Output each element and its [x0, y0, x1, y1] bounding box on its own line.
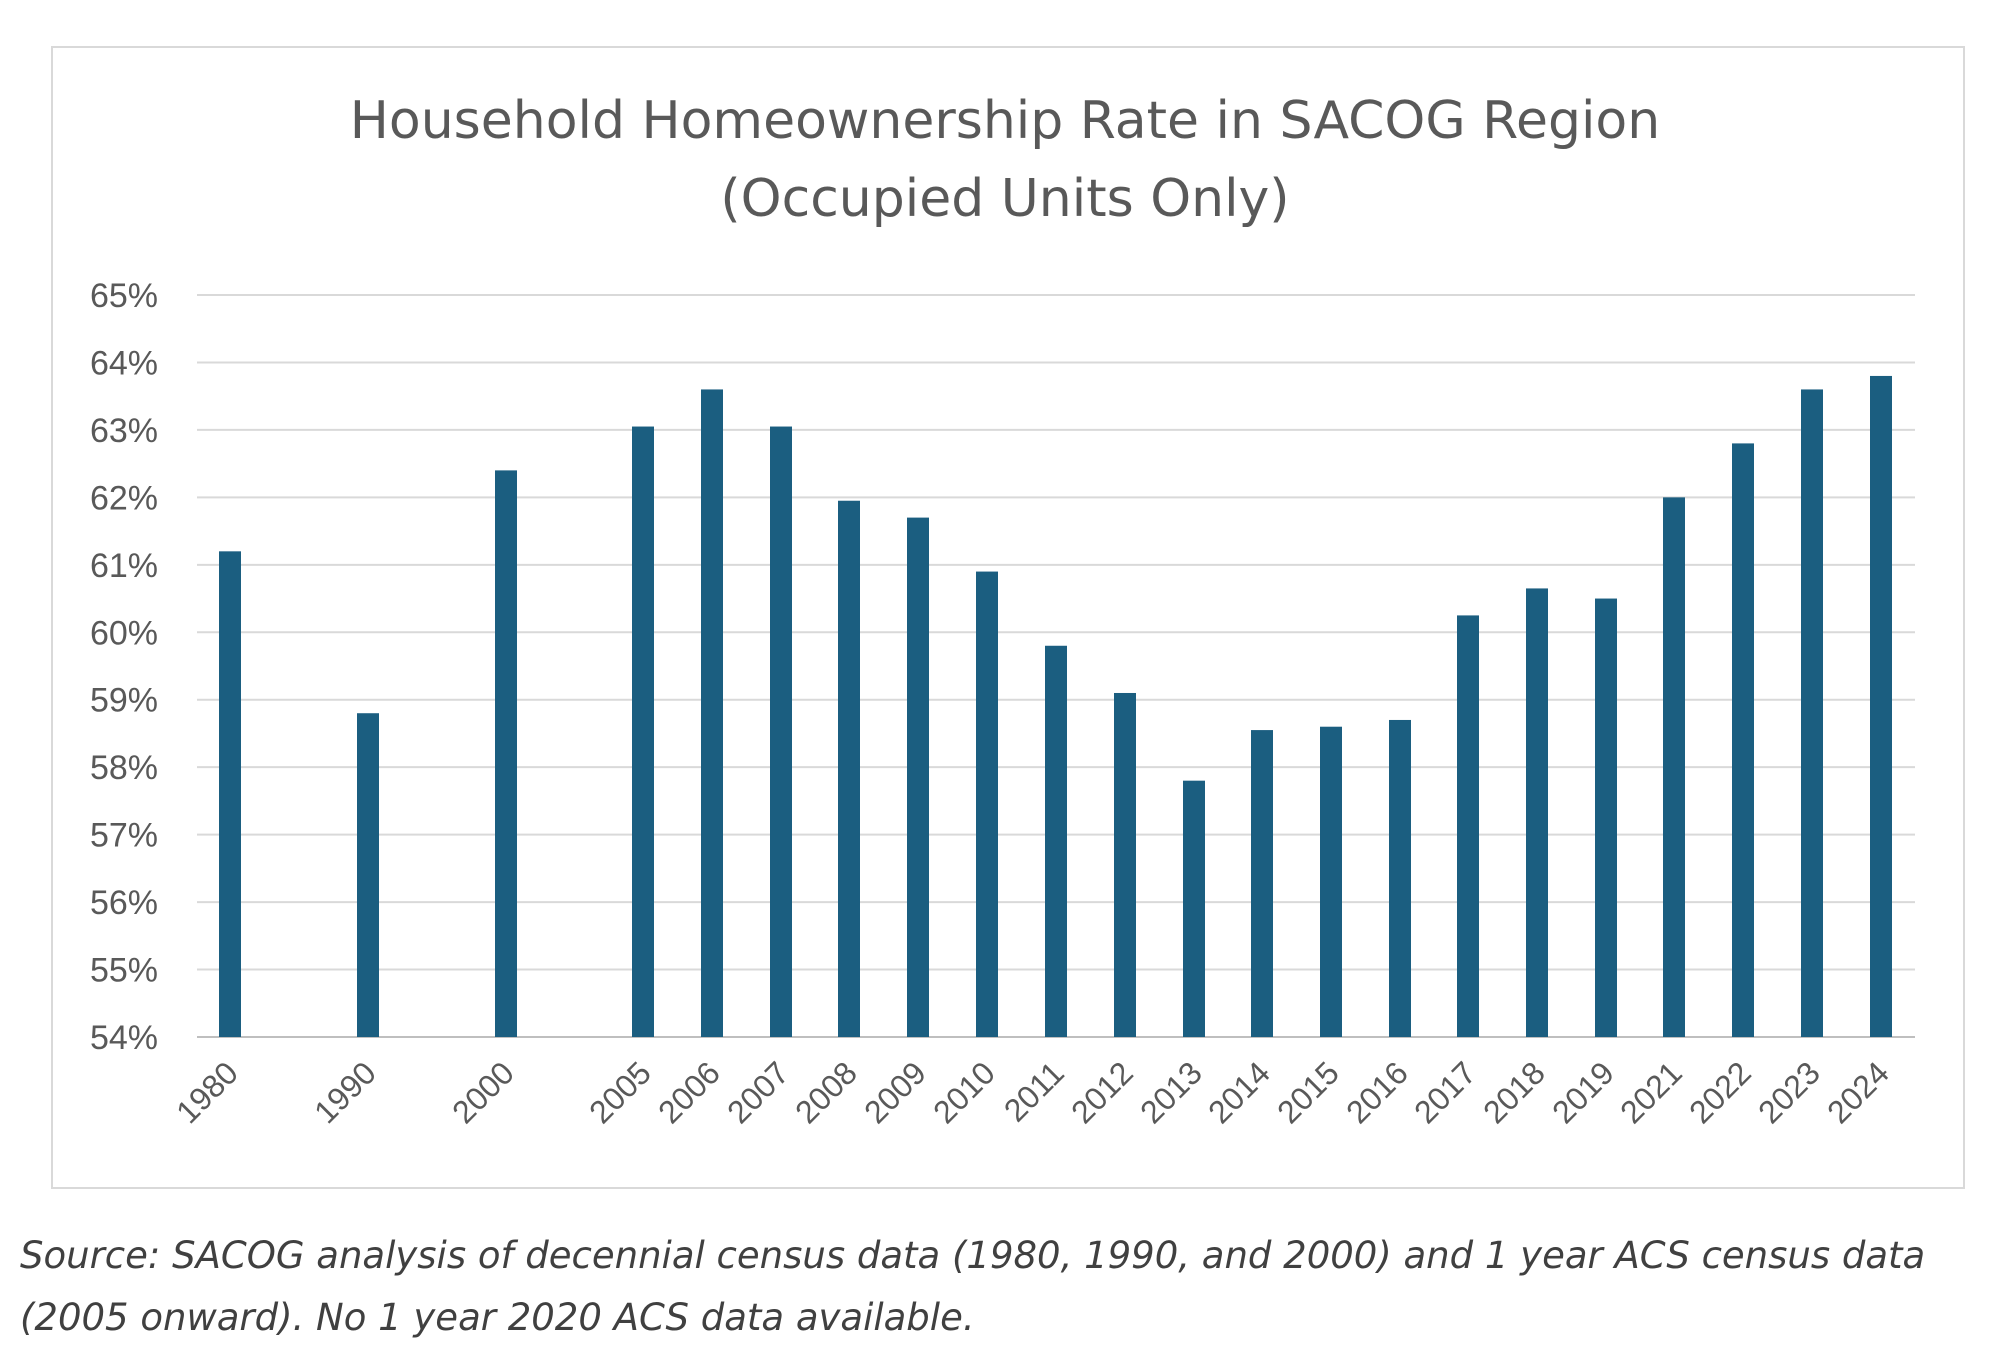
bar-2012 — [1114, 692, 1136, 1037]
bar-2016 — [1389, 719, 1411, 1037]
x-tick-label: 2010 — [926, 1054, 1002, 1130]
bar-2010 — [976, 571, 998, 1037]
y-tick-label: 64% — [90, 344, 158, 382]
x-tick-label: 1990 — [307, 1054, 383, 1130]
chart-frame — [51, 46, 1965, 1189]
y-tick-label: 61% — [90, 547, 158, 585]
x-tick-label: 2012 — [1064, 1054, 1140, 1130]
x-tick-label: 2013 — [1133, 1054, 1209, 1130]
x-tick-label: 2011 — [997, 1054, 1071, 1128]
y-tick-label: 54% — [90, 1019, 158, 1057]
y-tick-label: 60% — [90, 614, 158, 652]
bar-2009 — [907, 517, 929, 1037]
y-tick-label: 55% — [90, 952, 158, 990]
bar-2000 — [495, 470, 517, 1037]
y-tick-label: 58% — [90, 749, 158, 787]
x-tick-label: 2014 — [1201, 1054, 1277, 1130]
source-note: Source: SACOG analysis of decennial cens… — [20, 1234, 1926, 1339]
y-tick-label: 65% — [90, 277, 158, 315]
bars — [219, 375, 1892, 1038]
bar-2008 — [838, 500, 860, 1038]
x-tick-label: 2008 — [788, 1054, 864, 1130]
x-tick-label: 2015 — [1270, 1054, 1346, 1130]
bar-2022 — [1732, 443, 1754, 1037]
bar-2006 — [701, 389, 723, 1037]
x-tick-label: 2006 — [651, 1054, 727, 1130]
x-tick-label: 1980 — [169, 1054, 245, 1130]
bar-chart: Household Homeownership Rate in SACOG Re… — [90, 91, 1915, 1130]
bar-2007 — [770, 426, 792, 1037]
bar-2024 — [1870, 375, 1892, 1038]
bar-2023 — [1801, 389, 1823, 1037]
bar-2021 — [1663, 497, 1685, 1037]
chart-subtitle: (Occupied Units Only) — [720, 169, 1289, 229]
x-tick-label: 2021 — [1613, 1054, 1689, 1130]
bar-1980 — [219, 551, 241, 1037]
x-tick-label: 2007 — [720, 1054, 796, 1130]
x-tick-label: 2016 — [1339, 1054, 1415, 1130]
gridlines — [197, 294, 1915, 1038]
bar-2015 — [1320, 726, 1342, 1037]
bar-2017 — [1457, 615, 1479, 1037]
y-tick-label: 56% — [90, 884, 158, 922]
bar-2013 — [1183, 780, 1205, 1037]
bar-2005 — [632, 426, 654, 1037]
bar-2019 — [1595, 598, 1617, 1037]
x-tick-label: 2023 — [1751, 1054, 1827, 1130]
x-tick-label: 2005 — [582, 1054, 658, 1130]
bar-2011 — [1045, 645, 1067, 1037]
x-tick-label: 2024 — [1820, 1054, 1896, 1130]
y-tick-label: 59% — [90, 682, 158, 720]
x-tick-label: 2022 — [1682, 1054, 1758, 1130]
y-axis-tick-labels: 54% 55% 56% 57% 58% 59% 60% 61% 62% 63% 64% 65% — [90, 277, 158, 1057]
bar-2014 — [1251, 730, 1273, 1037]
x-tick-label: 2019 — [1545, 1054, 1621, 1130]
bar-2018 — [1526, 588, 1548, 1037]
y-tick-label: 63% — [90, 412, 158, 450]
x-axis-tick-labels: 1980 1990 2000 2005200620072008200920102011… — [169, 1054, 1896, 1130]
chart-title: Household Homeownership Rate in SACOG Re… — [350, 91, 1660, 151]
y-tick-label: 57% — [90, 817, 158, 855]
x-tick-label: 2018 — [1476, 1054, 1552, 1130]
bar-1990 — [357, 713, 379, 1037]
y-tick-label: 62% — [90, 479, 158, 517]
x-tick-label: 2017 — [1407, 1054, 1483, 1130]
x-tick-label: 2000 — [445, 1054, 521, 1130]
x-tick-label: 2009 — [857, 1054, 933, 1130]
